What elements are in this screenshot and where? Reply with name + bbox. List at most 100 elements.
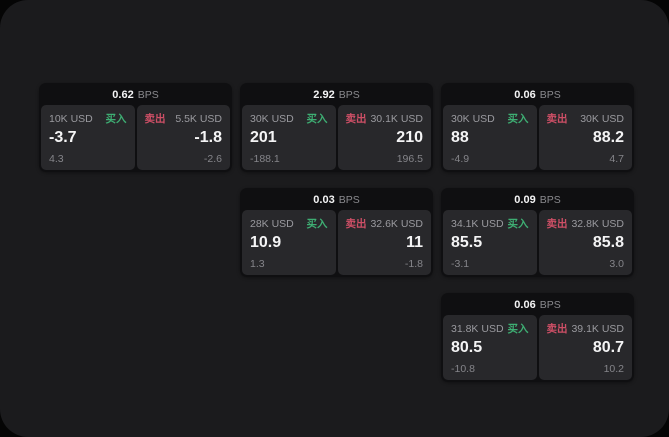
buy-pane[interactable]: 10K USD 买入 -3.7 4.3 — [41, 105, 135, 170]
card-body: 30K USD 买入 88 -4.9 卖出 30K USD 88.2 4.7 — [443, 105, 632, 170]
buy-pane-header: 30K USD 买入 — [250, 113, 328, 125]
buy-pane[interactable]: 30K USD 买入 201 -188.1 — [242, 105, 336, 170]
buy-pane[interactable]: 34.1K USD 买入 85.5 -3.1 — [443, 210, 537, 275]
buy-amount: 30K USD — [250, 113, 294, 125]
sell-amount: 32.6K USD — [370, 218, 423, 230]
buy-amount: 30K USD — [451, 113, 495, 125]
sell-price: 210 — [396, 129, 423, 146]
buy-pane-header: 28K USD 买入 — [250, 218, 328, 230]
card-body: 34.1K USD 买入 85.5 -3.1 卖出 32.8K USD 85.8… — [443, 210, 632, 275]
bps-unit-label: BPS — [137, 89, 159, 101]
card-header: 0.03 BPS — [242, 190, 431, 210]
buy-side-label: 买入 — [507, 323, 529, 335]
buy-price: 201 — [250, 129, 277, 146]
card-body: 28K USD 买入 10.9 1.3 卖出 32.6K USD 11 -1.8 — [242, 210, 431, 275]
quote-card[interactable]: 2.92 BPS 30K USD 买入 201 -188.1 卖出 30.1K … — [240, 83, 433, 172]
sell-side-label: 卖出 — [546, 323, 568, 335]
quote-card[interactable]: 0.06 BPS 31.8K USD 买入 80.5 -10.8 卖出 39.1… — [441, 293, 634, 382]
buy-side-label: 买入 — [105, 113, 127, 125]
buy-sub-value: -188.1 — [250, 153, 280, 165]
sell-pane[interactable]: 卖出 32.6K USD 11 -1.8 — [337, 210, 431, 275]
buy-amount: 28K USD — [250, 218, 294, 230]
card-header: 0.09 BPS — [443, 190, 632, 210]
sell-side-label: 卖出 — [546, 218, 568, 230]
bps-value: 0.06 — [514, 299, 536, 311]
sell-price: 85.8 — [592, 234, 624, 251]
sell-amount: 39.1K USD — [571, 323, 624, 335]
sell-sub-value: 196.5 — [396, 153, 423, 165]
buy-side-label: 买入 — [306, 218, 328, 230]
buy-pane-header: 31.8K USD 买入 — [451, 323, 529, 335]
quote-card[interactable]: 0.06 BPS 30K USD 买入 88 -4.9 卖出 30K USD 8… — [441, 83, 634, 172]
sell-amount: 5.5K USD — [175, 113, 222, 125]
bps-unit-label: BPS — [539, 194, 561, 206]
buy-pane[interactable]: 28K USD 买入 10.9 1.3 — [242, 210, 336, 275]
buy-side-label: 买入 — [507, 218, 529, 230]
sell-side-label: 卖出 — [546, 113, 568, 125]
buy-amount: 31.8K USD — [451, 323, 504, 335]
buy-price: 80.5 — [451, 339, 483, 356]
sell-pane-header: 卖出 5.5K USD — [145, 113, 223, 125]
buy-side-label: 买入 — [306, 113, 328, 125]
buy-side-label: 买入 — [507, 113, 529, 125]
sell-pane[interactable]: 卖出 5.5K USD -1.8 -2.6 — [136, 105, 230, 170]
buy-price: 85.5 — [451, 234, 483, 251]
sell-pane[interactable]: 卖出 39.1K USD 80.7 10.2 — [538, 315, 632, 380]
bps-value: 2.92 — [313, 89, 335, 101]
card-header: 0.62 BPS — [41, 85, 230, 105]
sell-amount: 30.1K USD — [370, 113, 423, 125]
sell-price: 11 — [406, 234, 423, 251]
sell-side-label: 卖出 — [144, 113, 166, 125]
sell-sub-value: -1.8 — [404, 258, 423, 270]
buy-price: -3.7 — [49, 129, 77, 146]
buy-sub-value: 4.3 — [49, 153, 64, 165]
sell-amount: 32.8K USD — [571, 218, 624, 230]
card-header: 0.06 BPS — [443, 85, 632, 105]
sell-pane-header: 卖出 30K USD — [547, 113, 625, 125]
sell-amount: 30K USD — [580, 113, 624, 125]
quote-card[interactable]: 0.09 BPS 34.1K USD 买入 85.5 -3.1 卖出 32.8K… — [441, 188, 634, 277]
buy-amount: 34.1K USD — [451, 218, 504, 230]
sell-pane[interactable]: 卖出 30.1K USD 210 196.5 — [337, 105, 431, 170]
buy-sub-value: -3.1 — [451, 258, 470, 270]
bps-value: 0.62 — [112, 89, 134, 101]
sell-price: -1.8 — [194, 129, 222, 146]
sell-pane-header: 卖出 30.1K USD — [346, 113, 424, 125]
sell-pane-header: 卖出 32.6K USD — [346, 218, 424, 230]
sell-sub-value: 10.2 — [603, 363, 624, 375]
buy-pane-header: 10K USD 买入 — [49, 113, 127, 125]
bps-value: 0.09 — [514, 194, 536, 206]
card-body: 31.8K USD 买入 80.5 -10.8 卖出 39.1K USD 80.… — [443, 315, 632, 380]
card-header: 2.92 BPS — [242, 85, 431, 105]
sell-pane[interactable]: 卖出 32.8K USD 85.8 3.0 — [538, 210, 632, 275]
buy-sub-value: -10.8 — [451, 363, 475, 375]
sell-sub-value: 4.7 — [609, 153, 624, 165]
bps-unit-label: BPS — [338, 194, 360, 206]
bps-value: 0.03 — [313, 194, 335, 206]
sell-side-label: 卖出 — [345, 218, 367, 230]
bps-unit-label: BPS — [539, 299, 561, 311]
buy-price: 10.9 — [250, 234, 282, 251]
buy-pane-header: 30K USD 买入 — [451, 113, 529, 125]
buy-amount: 10K USD — [49, 113, 93, 125]
sell-pane-header: 卖出 39.1K USD — [547, 323, 625, 335]
card-body: 30K USD 买入 201 -188.1 卖出 30.1K USD 210 1… — [242, 105, 431, 170]
quote-card[interactable]: 0.62 BPS 10K USD 买入 -3.7 4.3 卖出 5.5K USD… — [39, 83, 232, 172]
sell-sub-value: -2.6 — [203, 153, 222, 165]
sell-pane[interactable]: 卖出 30K USD 88.2 4.7 — [538, 105, 632, 170]
card-body: 10K USD 买入 -3.7 4.3 卖出 5.5K USD -1.8 -2.… — [41, 105, 230, 170]
bps-unit-label: BPS — [539, 89, 561, 101]
sell-price: 80.7 — [592, 339, 624, 356]
sell-side-label: 卖出 — [345, 113, 367, 125]
bps-value: 0.06 — [514, 89, 536, 101]
quote-card[interactable]: 0.03 BPS 28K USD 买入 10.9 1.3 卖出 32.6K US… — [240, 188, 433, 277]
card-header: 0.06 BPS — [443, 295, 632, 315]
buy-pane[interactable]: 30K USD 买入 88 -4.9 — [443, 105, 537, 170]
sell-price: 88.2 — [592, 129, 624, 146]
cards-grid: 0.62 BPS 10K USD 买入 -3.7 4.3 卖出 5.5K USD… — [39, 83, 634, 382]
bps-unit-label: BPS — [338, 89, 360, 101]
buy-pane[interactable]: 31.8K USD 买入 80.5 -10.8 — [443, 315, 537, 380]
buy-sub-value: -4.9 — [451, 153, 470, 165]
buy-price: 88 — [451, 129, 469, 146]
